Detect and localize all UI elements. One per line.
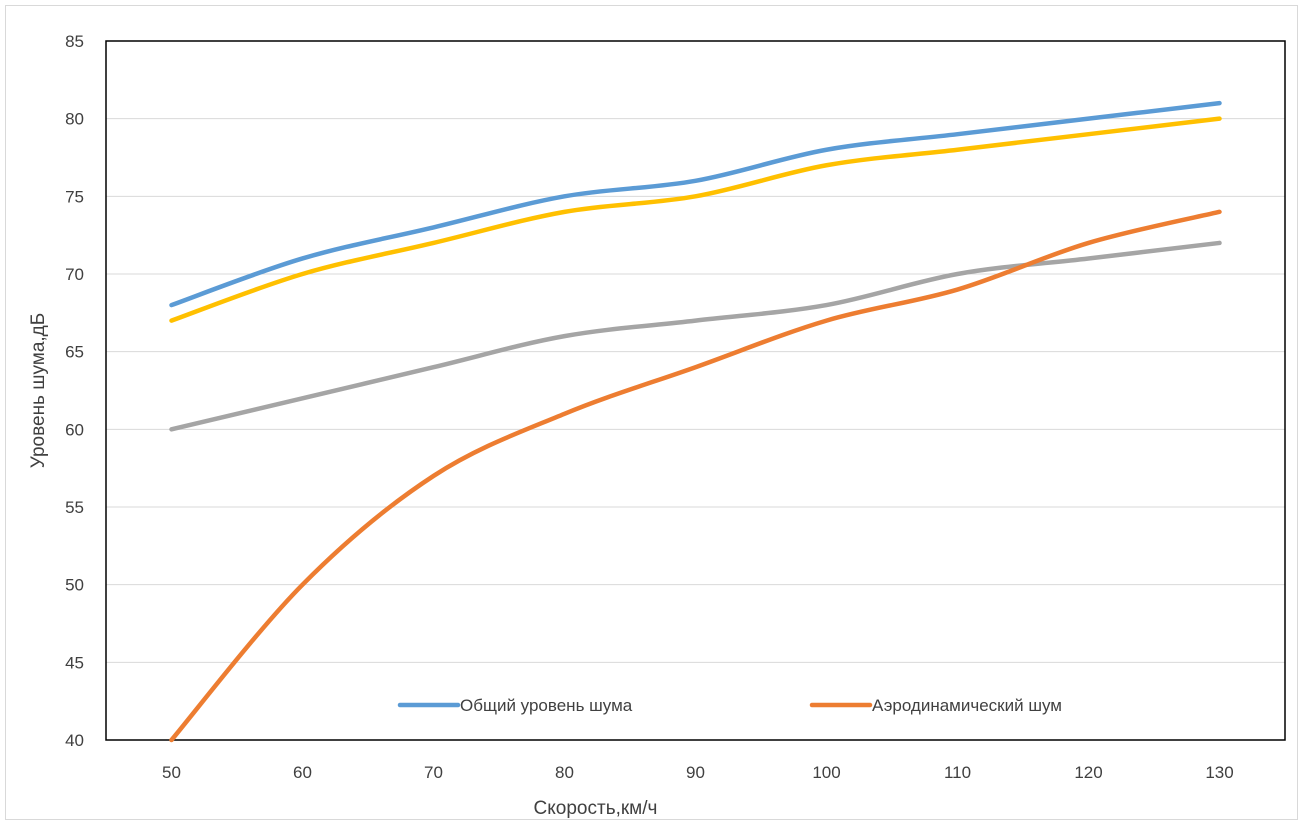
series-line (169, 100, 1222, 308)
series-group (169, 100, 1222, 743)
series-line (169, 209, 1222, 743)
chart-frame (5, 5, 1298, 820)
x-tick-label: 50 (162, 763, 181, 782)
series-line (169, 240, 1222, 432)
y-tick-label: 55 (65, 498, 84, 517)
y-tick-label: 40 (65, 731, 84, 750)
y-tick-label: 50 (65, 576, 84, 595)
x-axis-title: Скорость,км/ч (534, 798, 658, 819)
x-tick-label: 60 (293, 763, 312, 782)
series-line (169, 116, 1222, 323)
x-tick-label: 90 (686, 763, 705, 782)
y-tick-label: 45 (65, 653, 84, 672)
legend-label: Общий уровень шума (460, 696, 633, 715)
y-tick-label: 65 (65, 343, 84, 362)
y-tick-label: 60 (65, 420, 84, 439)
y-axis-title: Уровень шума,дБ (28, 313, 49, 468)
legend-label: Аэродинамический шум (872, 696, 1062, 715)
y-tick-label: 75 (65, 187, 84, 206)
x-tick-label: 100 (812, 763, 840, 782)
y-tick-label: 85 (65, 32, 84, 51)
x-tick-label: 130 (1205, 763, 1233, 782)
x-tick-label: 80 (555, 763, 574, 782)
y-tick-label: 70 (65, 265, 84, 284)
x-tick-label: 70 (424, 763, 443, 782)
x-tick-label: 120 (1074, 763, 1102, 782)
y-tick-label: 80 (65, 110, 84, 129)
x-tick-label: 110 (944, 763, 971, 782)
plot-area-border (105, 40, 1286, 741)
